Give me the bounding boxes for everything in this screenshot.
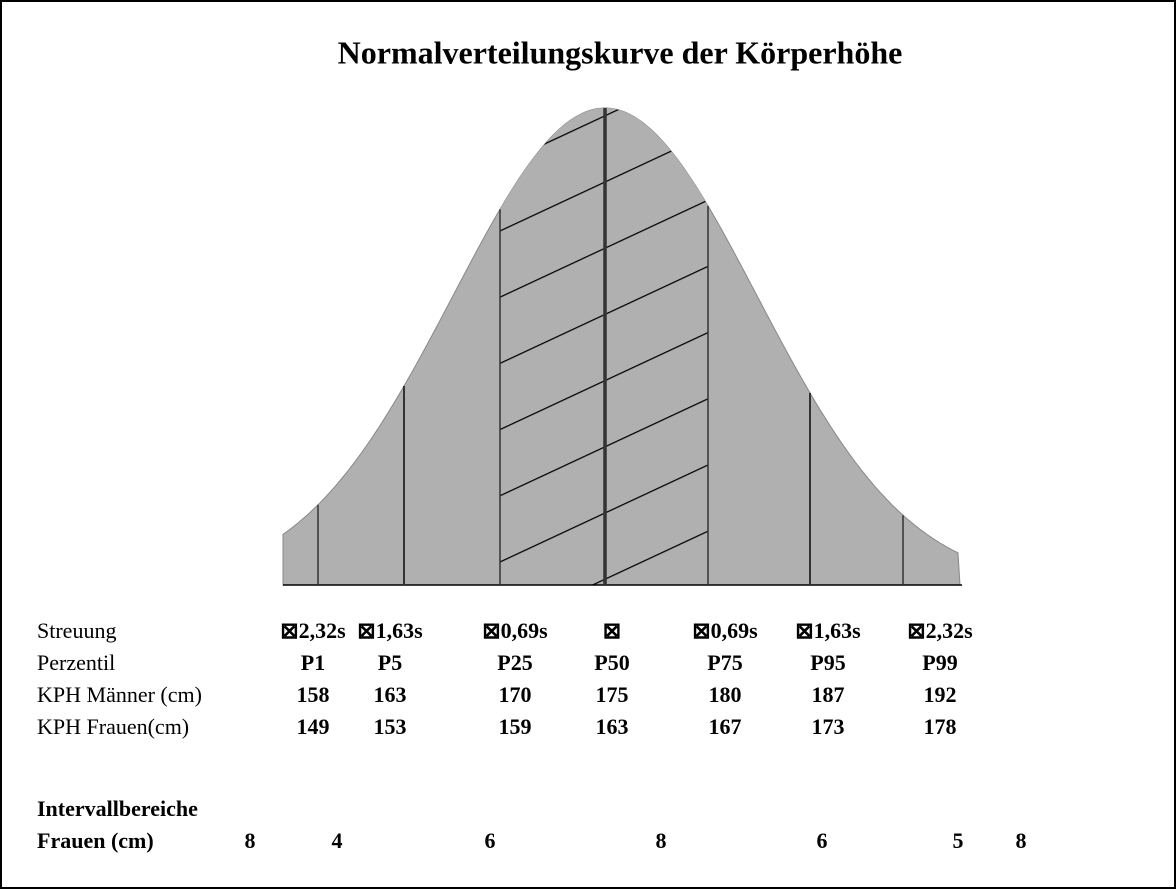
cell: 175 — [596, 682, 629, 707]
cell: 163 — [596, 714, 629, 739]
intervals-label: Frauen (cm) — [37, 828, 154, 853]
cell: 153 — [374, 714, 407, 739]
interval-value: 4 — [332, 828, 343, 853]
cell: 170 — [499, 682, 532, 707]
cell: 173 — [812, 714, 845, 739]
cell: 149 — [297, 714, 330, 739]
row-label: KPH Männer (cm) — [37, 682, 202, 707]
cell: ⊠ — [603, 618, 621, 643]
distribution-curve — [282, 107, 962, 586]
cell: 159 — [499, 714, 532, 739]
cell: 167 — [709, 714, 742, 739]
cell: P99 — [922, 650, 957, 675]
row-label: Perzentil — [37, 650, 115, 675]
cell: ⊠2,32s — [907, 618, 973, 643]
interval-value: 8 — [1016, 828, 1027, 853]
cell: 178 — [924, 714, 957, 739]
interval-value: 8 — [245, 828, 256, 853]
title: Normalverteilungskurve der Körperhöhe — [338, 34, 903, 70]
cell: ⊠0,69s — [482, 618, 548, 643]
cell: P1 — [301, 650, 325, 675]
interval-value: 8 — [656, 828, 667, 853]
cell: P25 — [497, 650, 532, 675]
cell: P95 — [810, 650, 845, 675]
cell: ⊠1,63s — [795, 618, 861, 643]
interval-value: 6 — [817, 828, 828, 853]
cell: P50 — [594, 650, 629, 675]
cell: ⊠2,32s — [280, 618, 346, 643]
cell: ⊠1,63s — [357, 618, 423, 643]
cell: 163 — [374, 682, 407, 707]
interval-value: 5 — [953, 828, 964, 853]
cell: ⊠0,69s — [692, 618, 758, 643]
intervals-heading: Intervallbereiche — [37, 796, 198, 821]
interval-value: 6 — [485, 828, 496, 853]
cell: 158 — [297, 682, 330, 707]
row-label: KPH Frauen(cm) — [37, 714, 189, 739]
row-label: Streuung — [37, 618, 116, 643]
cell: 187 — [812, 682, 845, 707]
cell: P5 — [378, 650, 402, 675]
cell: 192 — [924, 682, 957, 707]
cell: P75 — [707, 650, 742, 675]
cell: 180 — [709, 682, 742, 707]
